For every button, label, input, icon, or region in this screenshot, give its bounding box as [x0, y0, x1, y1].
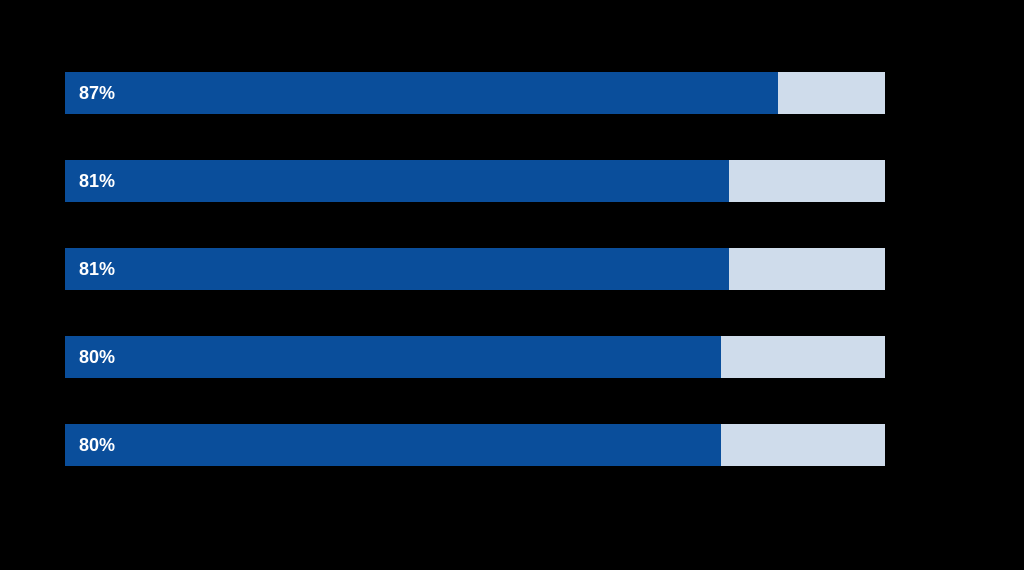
horizontal-bar-chart: 87% 81% 81% 80% 80%: [65, 72, 885, 468]
bar-value-label: 87%: [65, 83, 115, 104]
bar-row: 80%: [65, 336, 885, 378]
bar-fill: 80%: [65, 424, 721, 466]
bar-value-label: 81%: [65, 171, 115, 192]
bar-value-label: 80%: [65, 347, 115, 368]
bar-row: 87%: [65, 72, 885, 114]
bar-row: 81%: [65, 248, 885, 290]
bar-fill: 80%: [65, 336, 721, 378]
bar-value-label: 80%: [65, 435, 115, 456]
bar-fill: 87%: [65, 72, 778, 114]
bar-row: 81%: [65, 160, 885, 202]
bar-fill: 81%: [65, 248, 729, 290]
bar-fill: 81%: [65, 160, 729, 202]
bar-row: 80%: [65, 424, 885, 466]
bar-value-label: 81%: [65, 259, 115, 280]
